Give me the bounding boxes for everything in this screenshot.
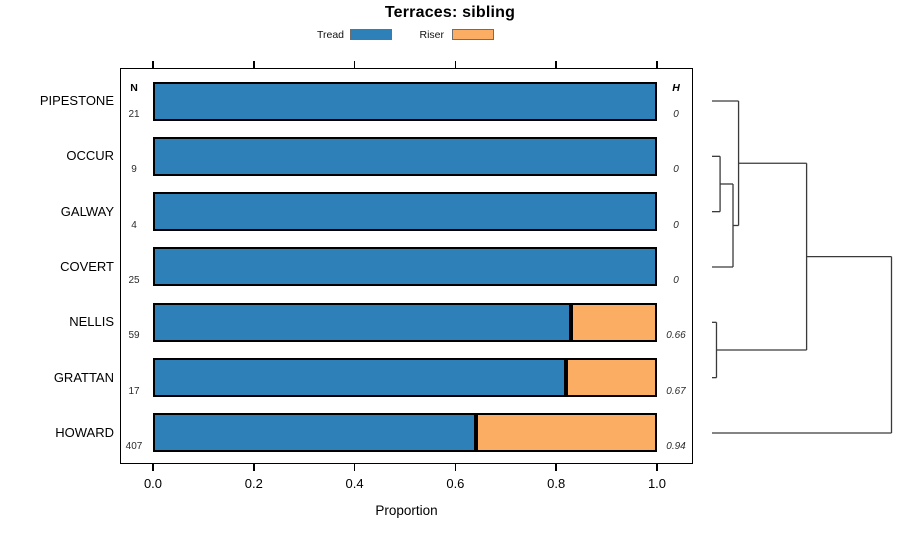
x-tick-label: 0.6 [446, 476, 465, 491]
bar-segment-tread [153, 358, 567, 398]
bar-segment-tread [153, 81, 657, 121]
n-value: 25 [128, 274, 140, 286]
h-value: 0.67 [666, 385, 686, 397]
n-value: 21 [128, 109, 140, 120]
h-value: 0 [673, 219, 679, 231]
n-value: 59 [128, 330, 140, 342]
x-tick-bottom [656, 464, 658, 471]
h-value: 0 [673, 109, 679, 120]
column-header-h: H [672, 82, 680, 94]
row-label: GALWAY [60, 203, 114, 219]
bar-segment-tread [153, 136, 657, 176]
x-tick-top [353, 61, 356, 68]
bar-row [153, 413, 657, 453]
x-axis-title: Proportion [375, 503, 438, 518]
bar-segment-riser [566, 358, 657, 398]
legend-label-riser: Riser [419, 29, 444, 41]
bar-row [153, 247, 657, 287]
bar-row [153, 302, 657, 342]
bar-segment-tread [153, 302, 572, 342]
x-tick-bottom [253, 464, 255, 471]
n-value: 4 [131, 219, 137, 231]
x-tick-top [656, 61, 658, 68]
row-label: GRATTAN [53, 369, 114, 385]
column-header-n: N [130, 82, 138, 94]
legend-label-tread: Tread [316, 29, 344, 41]
row-label: HOWARD [55, 424, 114, 440]
x-tick-bottom [555, 464, 557, 471]
x-tick-label: 0.0 [143, 476, 163, 491]
bar-segment-tread [153, 192, 657, 232]
legend-swatch-tread-icon [350, 29, 392, 40]
x-tick-label: 0.4 [345, 476, 364, 491]
bar-row [153, 136, 657, 176]
x-tick-top [555, 61, 557, 68]
x-tick-top [454, 61, 457, 68]
bar-row [153, 81, 657, 121]
x-tick-bottom [353, 464, 356, 471]
chart-title: Terraces: sibling [384, 4, 516, 21]
row-label: COVERT [60, 258, 114, 274]
legend-swatch-riser-icon [452, 29, 494, 40]
n-value: 407 [125, 440, 143, 452]
n-value: 9 [131, 164, 137, 176]
row-label: NELLIS [69, 314, 114, 330]
bar-segment-riser [475, 413, 657, 453]
x-tick-bottom [152, 464, 154, 471]
x-tick-label: 1.0 [647, 476, 667, 491]
h-value: 0 [673, 274, 679, 286]
x-tick-label: 0.8 [547, 476, 566, 491]
n-value: 17 [128, 385, 140, 397]
bar-row [153, 192, 657, 232]
x-tick-top [253, 61, 255, 68]
x-tick-label: 0.2 [244, 476, 263, 491]
h-value: 0.94 [666, 440, 686, 452]
bar-segment-riser [571, 302, 657, 342]
row-label: OCCUR [66, 148, 114, 164]
bar-row [153, 358, 657, 398]
h-value: 0.66 [666, 330, 686, 342]
x-tick-bottom [454, 464, 457, 471]
x-tick-top [152, 61, 154, 68]
row-label: PIPESTONE [39, 93, 114, 108]
bar-segment-tread [153, 413, 476, 453]
bar-segment-tread [153, 247, 657, 287]
h-value: 0 [673, 164, 679, 176]
